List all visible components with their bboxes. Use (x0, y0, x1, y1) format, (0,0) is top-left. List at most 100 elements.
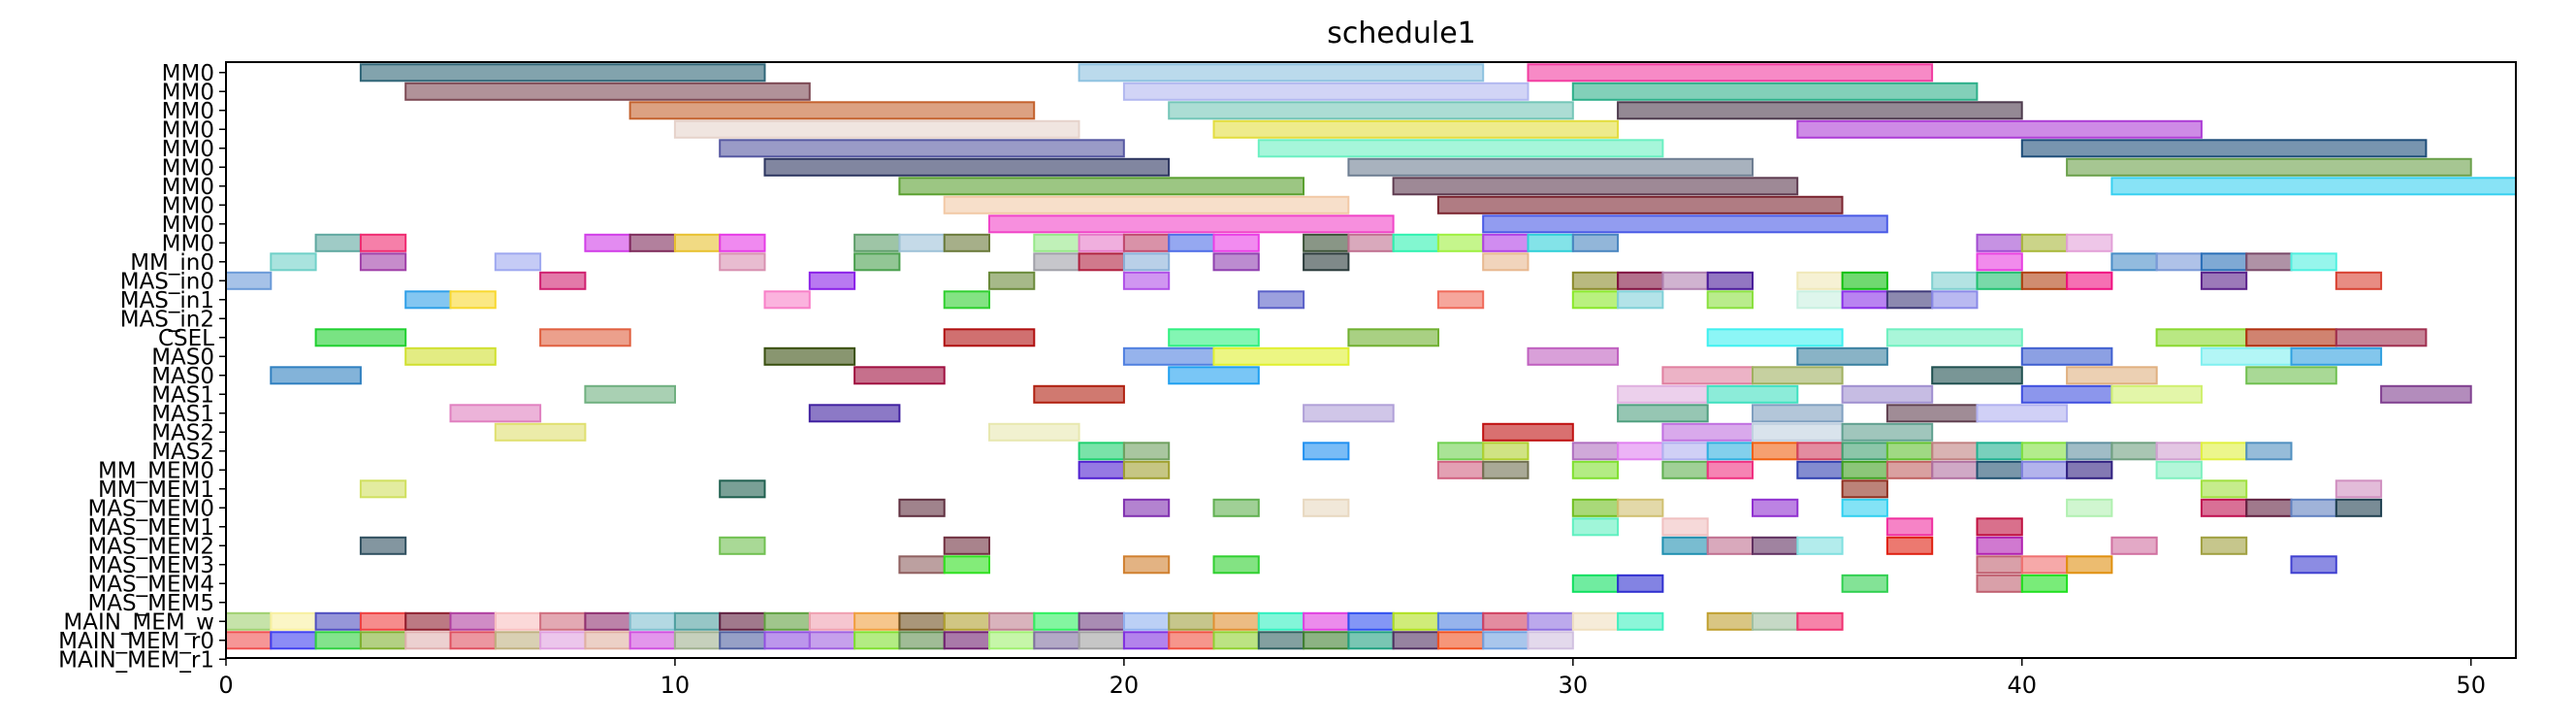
gantt-bars (225, 63, 2517, 650)
task-bar (988, 422, 1080, 442)
task-bar (1706, 290, 1754, 310)
task-bar (1841, 271, 1888, 290)
task-bar (943, 536, 991, 555)
task-bar (2020, 346, 2113, 366)
task-bar (1212, 498, 1260, 517)
task-bar (1436, 233, 1485, 252)
task-bar (359, 63, 766, 82)
task-bar (1661, 271, 1709, 290)
y-tick-label: MAS_in0 (120, 269, 214, 294)
task-bar (1122, 82, 1530, 101)
task-bar (1212, 611, 1260, 631)
task-bar (1212, 252, 1260, 272)
task-bar (2290, 252, 2337, 272)
task-bar (314, 328, 407, 347)
task-bar (1168, 631, 1215, 650)
task-bar (584, 611, 631, 631)
y-tick-label: MM_MEM1 (98, 477, 214, 503)
task-bar (898, 611, 946, 631)
task-bar (2200, 536, 2248, 555)
task-bar (1033, 631, 1080, 650)
task-bar (270, 611, 317, 631)
y-tick-label: MAS0 (151, 364, 214, 389)
task-bar (2110, 384, 2203, 404)
task-bar (628, 101, 1036, 120)
x-axis: 0 10 20 30 40 50 (218, 658, 2486, 699)
task-bar (1527, 631, 1574, 650)
task-bar (2200, 479, 2248, 499)
task-bar (2155, 252, 2203, 272)
task-bar (1931, 290, 1979, 310)
task-bar (404, 346, 497, 366)
task-bar (1617, 498, 1664, 517)
task-bar (2020, 555, 2069, 575)
task-bar (2066, 157, 2472, 177)
task-bar (2020, 271, 2069, 290)
task-bar (1796, 290, 1844, 310)
task-bar (1752, 404, 1844, 423)
task-bar (1752, 611, 1799, 631)
task-bar (2290, 555, 2337, 575)
task-bar (943, 555, 991, 575)
task-bar (449, 631, 497, 650)
task-bar (404, 631, 452, 650)
task-bar (1392, 177, 1799, 196)
y-tick-label: MAIN_MEM_r0 (58, 629, 214, 654)
y-tick-label: MAS_in1 (120, 288, 214, 313)
task-bar (1436, 460, 1485, 479)
task-bar (1752, 366, 1844, 385)
y-tick-label: MAS_MEM3 (87, 553, 214, 578)
y-tick-label: MAS1 (151, 382, 214, 408)
task-bar (1033, 384, 1125, 404)
task-bar (898, 631, 946, 650)
task-bar (225, 271, 273, 290)
task-bar (1392, 631, 1439, 650)
task-bar (494, 422, 587, 442)
task-bar (404, 290, 452, 310)
task-bar (898, 177, 1305, 196)
task-bar (270, 631, 317, 650)
task-bar (1168, 366, 1260, 385)
task-bar (2020, 574, 2069, 593)
task-bar (539, 611, 587, 631)
task-bar (853, 631, 901, 650)
task-bar (2245, 442, 2293, 461)
task-bar (1976, 252, 2023, 272)
task-bar (270, 252, 317, 272)
task-bar (1617, 271, 1664, 290)
y-tick-label: MAS_MEM1 (87, 515, 214, 541)
task-bar (1122, 346, 1215, 366)
task-bar (1033, 611, 1080, 631)
task-bar (1841, 460, 1888, 479)
y-tick-label: MAIN_MEM_r1 (58, 647, 214, 673)
task-bar (1885, 404, 1979, 423)
task-bar (1078, 233, 1125, 252)
task-bar (673, 119, 1080, 139)
chart-title: schedule1 (1327, 16, 1476, 50)
task-bar (1796, 346, 1888, 366)
task-bar (404, 82, 811, 101)
task-bar (1706, 442, 1754, 461)
task-bar (1796, 442, 1844, 461)
task-bar (494, 631, 542, 650)
task-bar (314, 233, 362, 252)
y-tick-label: MM0 (162, 117, 214, 143)
task-bar (1303, 404, 1395, 423)
task-bar (1841, 290, 1888, 310)
task-bar (1885, 460, 1934, 479)
task-bar (1976, 517, 2023, 537)
task-bar (1752, 536, 1799, 555)
task-bar (853, 366, 946, 385)
task-bar (1571, 290, 1620, 310)
task-bar (673, 631, 722, 650)
task-bar (988, 611, 1036, 631)
y-tick-label: MAS_MEM4 (87, 572, 214, 597)
task-bar (628, 611, 676, 631)
task-bar (1168, 328, 1260, 347)
y-tick-label: CSEL (158, 326, 214, 351)
task-bar (584, 631, 631, 650)
task-bar (2380, 384, 2472, 404)
y-tick-label: MM0 (162, 175, 214, 200)
y-tick-label: MAS_MEM2 (87, 534, 214, 559)
task-bar (763, 290, 811, 310)
